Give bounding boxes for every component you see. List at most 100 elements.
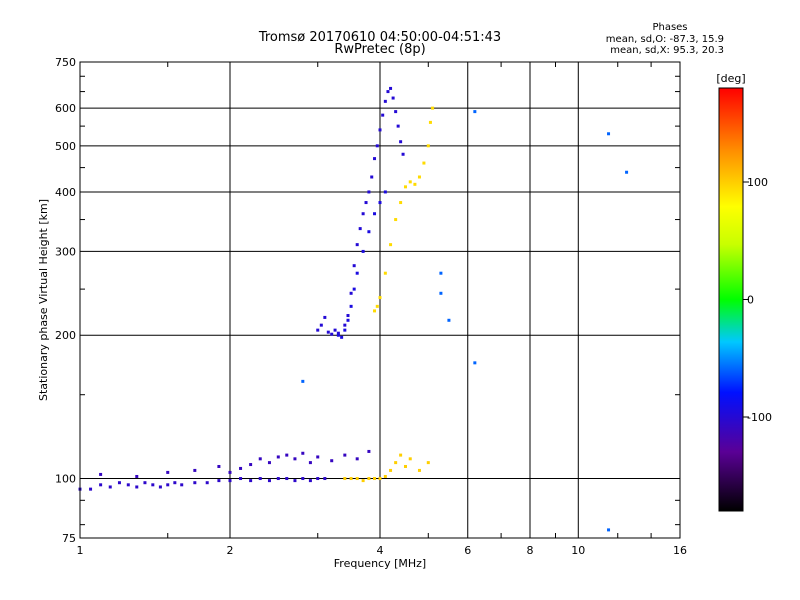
data-point	[364, 201, 368, 205]
data-point	[228, 479, 232, 483]
data-point	[180, 483, 184, 487]
colorbar	[718, 87, 744, 512]
data-point	[367, 190, 371, 194]
data-point	[316, 477, 320, 481]
data-point	[99, 483, 103, 487]
data-point	[99, 472, 103, 476]
data-point	[375, 144, 379, 148]
data-point	[378, 128, 382, 132]
data-point	[301, 477, 305, 481]
data-point	[378, 477, 382, 481]
data-point	[417, 175, 421, 179]
data-point	[373, 309, 377, 313]
data-point	[391, 96, 395, 100]
y-tick-label: 750	[55, 56, 76, 69]
data-point	[166, 483, 170, 487]
x-axis-label: Frequency [MHz]	[334, 557, 426, 570]
data-point	[355, 243, 359, 247]
x-tick-label: 4	[377, 544, 384, 557]
data-point	[108, 485, 112, 489]
data-point	[378, 201, 382, 205]
chart-subtitle: RwPretec (8p)	[334, 42, 425, 57]
x-tick-label: 8	[527, 544, 534, 557]
data-point	[389, 243, 393, 247]
data-point	[135, 485, 139, 489]
data-point	[625, 170, 629, 174]
data-point	[408, 457, 412, 461]
phases-legend-title: Phases	[652, 22, 687, 33]
data-point	[336, 331, 340, 335]
data-point	[267, 461, 271, 465]
data-point	[316, 455, 320, 459]
y-tick-label: 75	[62, 532, 76, 545]
colorbar-ticks: -100 0 100	[743, 176, 772, 424]
data-point	[330, 459, 334, 463]
data-point	[373, 157, 377, 161]
data-point	[258, 457, 262, 461]
data-point	[293, 457, 297, 461]
data-point	[428, 120, 432, 124]
x-tick-label: 1	[77, 544, 84, 557]
data-point	[386, 90, 390, 94]
data-point	[378, 296, 382, 300]
data-point	[473, 361, 477, 365]
data-point	[330, 332, 334, 336]
y-tick-label: 200	[55, 329, 76, 342]
data-point	[89, 487, 93, 491]
data-point	[135, 474, 139, 478]
data-point	[439, 291, 443, 295]
data-point	[607, 132, 611, 136]
data-point	[343, 328, 347, 332]
data-point	[205, 481, 209, 485]
data-point	[417, 468, 421, 472]
data-point	[394, 110, 398, 114]
data-point	[383, 190, 387, 194]
data-point	[403, 185, 407, 189]
data-point	[431, 106, 435, 110]
data-point	[413, 182, 417, 186]
data-point	[367, 230, 371, 234]
data-point	[389, 468, 393, 472]
points-layer	[78, 86, 629, 532]
data-point	[301, 451, 305, 455]
data-point	[361, 479, 365, 483]
data-point	[336, 333, 340, 337]
data-point	[217, 464, 221, 468]
y-tick-label: 300	[55, 245, 76, 258]
data-point	[166, 470, 170, 474]
chart-title: Tromsø 20170610 04:50:00-04:51:43	[258, 30, 501, 45]
data-point	[308, 461, 312, 465]
x-tick-label: 16	[673, 544, 687, 557]
data-point	[193, 468, 197, 472]
y-tick-label: 600	[55, 102, 76, 115]
data-point	[346, 318, 350, 322]
colorbar-tick-label: 0	[747, 294, 754, 307]
data-point	[422, 161, 426, 165]
data-point	[343, 477, 347, 481]
data-point	[381, 113, 385, 117]
data-point	[326, 330, 330, 334]
data-point	[276, 455, 280, 459]
data-point	[249, 463, 253, 467]
data-point	[193, 481, 197, 485]
data-point	[358, 227, 362, 231]
data-point	[323, 315, 327, 319]
data-point	[217, 479, 221, 483]
data-point	[343, 323, 347, 327]
data-point	[401, 152, 405, 156]
data-point	[117, 481, 121, 485]
data-point	[403, 464, 407, 468]
data-point	[367, 449, 371, 453]
data-point	[370, 175, 374, 179]
data-point	[383, 474, 387, 478]
colorbar-tick-label: -100	[747, 411, 772, 424]
data-point	[126, 483, 130, 487]
data-point	[373, 477, 377, 481]
data-point	[333, 328, 337, 332]
data-point	[408, 180, 412, 184]
data-point	[373, 212, 377, 216]
data-point	[239, 466, 243, 470]
data-point	[394, 218, 398, 222]
data-point	[249, 479, 253, 483]
